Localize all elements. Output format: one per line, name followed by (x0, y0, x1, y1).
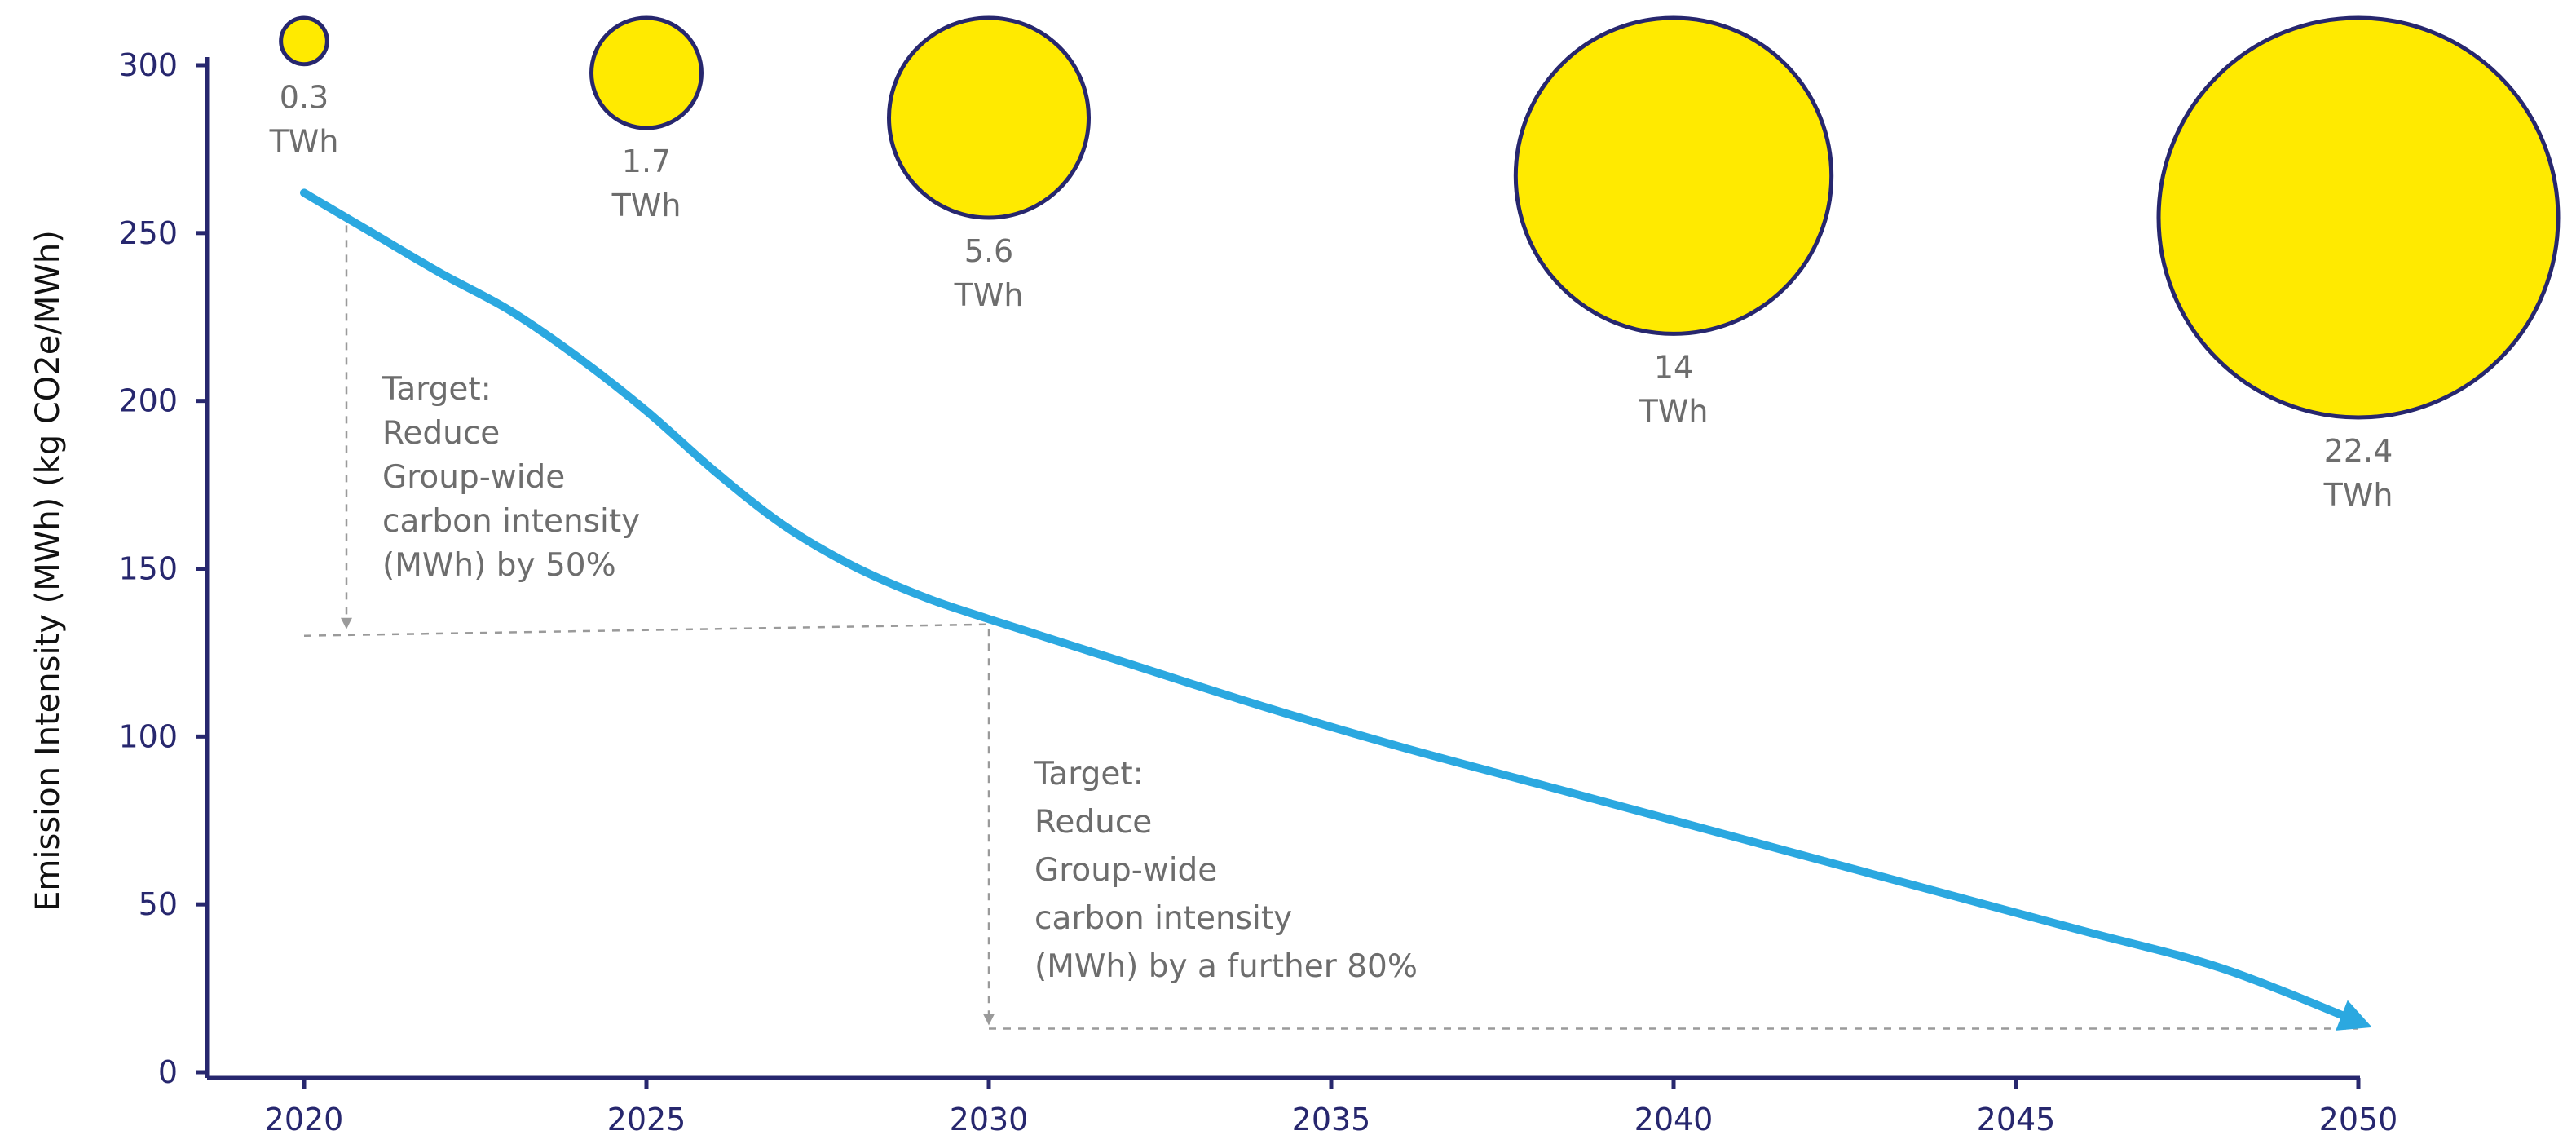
target-annotations: Target: Reduce Group-wide carbon intensity (… (382, 371, 1418, 985)
capacity-bubble (887, 15, 1091, 220)
annotation-line: carbon intensity (382, 503, 640, 540)
y-axis-title: Emission Intensity (MWh) (kg CO2e/MWh) (29, 230, 67, 912)
capacity-bubble (589, 15, 704, 130)
capacity-bubble-group: 0.3 TWh (269, 15, 339, 160)
target-level-line (303, 623, 990, 637)
x-tick-label: 2050 (2319, 1102, 2398, 1135)
x-tick-label: 2030 (950, 1102, 1029, 1135)
y-tick-label: 50 (139, 886, 178, 922)
capacity-bubble-group: 1.7 TWh (589, 15, 704, 223)
y-tick-label: 300 (118, 47, 178, 83)
annotation-line: (MWh) by a further 80% (1034, 948, 1418, 985)
annotation-line: Reduce (382, 415, 500, 452)
y-tick-label: 200 (118, 383, 178, 419)
y-tick-label: 0 (158, 1054, 178, 1090)
target-drop-arrowhead (341, 617, 352, 629)
bubble-unit-label: TWh (954, 277, 1024, 313)
capacity-bubble-group: 14 TWh (1513, 15, 1834, 429)
bubble-value-label: 5.6 (964, 233, 1013, 269)
bubble-value-label: 14 (1654, 349, 1693, 385)
series-arrowhead (2336, 1000, 2372, 1031)
capacity-bubble-group: 5.6 TWh (887, 15, 1091, 313)
x-tick-label: 2035 (1292, 1102, 1371, 1135)
x-axis-ticks: 2020 2025 2030 2035 2040 2045 2050 (265, 1078, 2398, 1135)
bubble-unit-label: TWh (1639, 393, 1709, 429)
x-tick-label: 2040 (1634, 1102, 1714, 1135)
bubble-unit-label: TWh (2323, 477, 2393, 513)
annotation-line: carbon intensity (1034, 900, 1292, 937)
bubble-value-label: 22.4 (2324, 433, 2393, 469)
bubble-unit-label: TWh (611, 188, 681, 223)
emission-intensity-line (300, 188, 2362, 1027)
target-annotation: Target: Reduce Group-wide carbon intensity (… (382, 371, 640, 584)
annotation-line: Group-wide (1034, 852, 1217, 889)
annotation-line: (MWh) by 50% (382, 547, 616, 584)
x-tick-label: 2025 (607, 1102, 686, 1135)
bubble-value-label: 1.7 (622, 144, 671, 179)
target-drop-arrowhead (983, 1014, 995, 1026)
annotation-line: Target: (382, 371, 492, 408)
annotation-line: Reduce (1034, 804, 1152, 841)
series (300, 188, 2372, 1031)
capacity-bubble (1513, 15, 1834, 336)
y-axis-ticks: 0 50 100 150 200 250 300 (118, 47, 207, 1090)
annotation-line: Target: (1034, 756, 1144, 793)
bubble-unit-label: TWh (269, 124, 339, 160)
x-tick-label: 2045 (1977, 1102, 2056, 1135)
capacity-bubble-group: 22.4 TWh (2156, 15, 2561, 513)
target-annotation: Target: Reduce Group-wide carbon intensity (… (1034, 756, 1418, 985)
bubble-value-label: 0.3 (280, 80, 329, 116)
annotation-line: Group-wide (382, 459, 565, 496)
capacity-bubble (2156, 15, 2561, 420)
y-tick-label: 250 (118, 215, 178, 251)
y-tick-label: 150 (118, 551, 178, 587)
x-tick-label: 2020 (265, 1102, 344, 1135)
capacity-bubbles: 0.3 TWh 1.7 TWh 5.6 TWh 14 TWh 22.4 TWh (269, 15, 2561, 513)
y-tick-label: 100 (118, 718, 178, 754)
capacity-bubble (279, 15, 329, 67)
target-guide-lines (303, 225, 2358, 1030)
